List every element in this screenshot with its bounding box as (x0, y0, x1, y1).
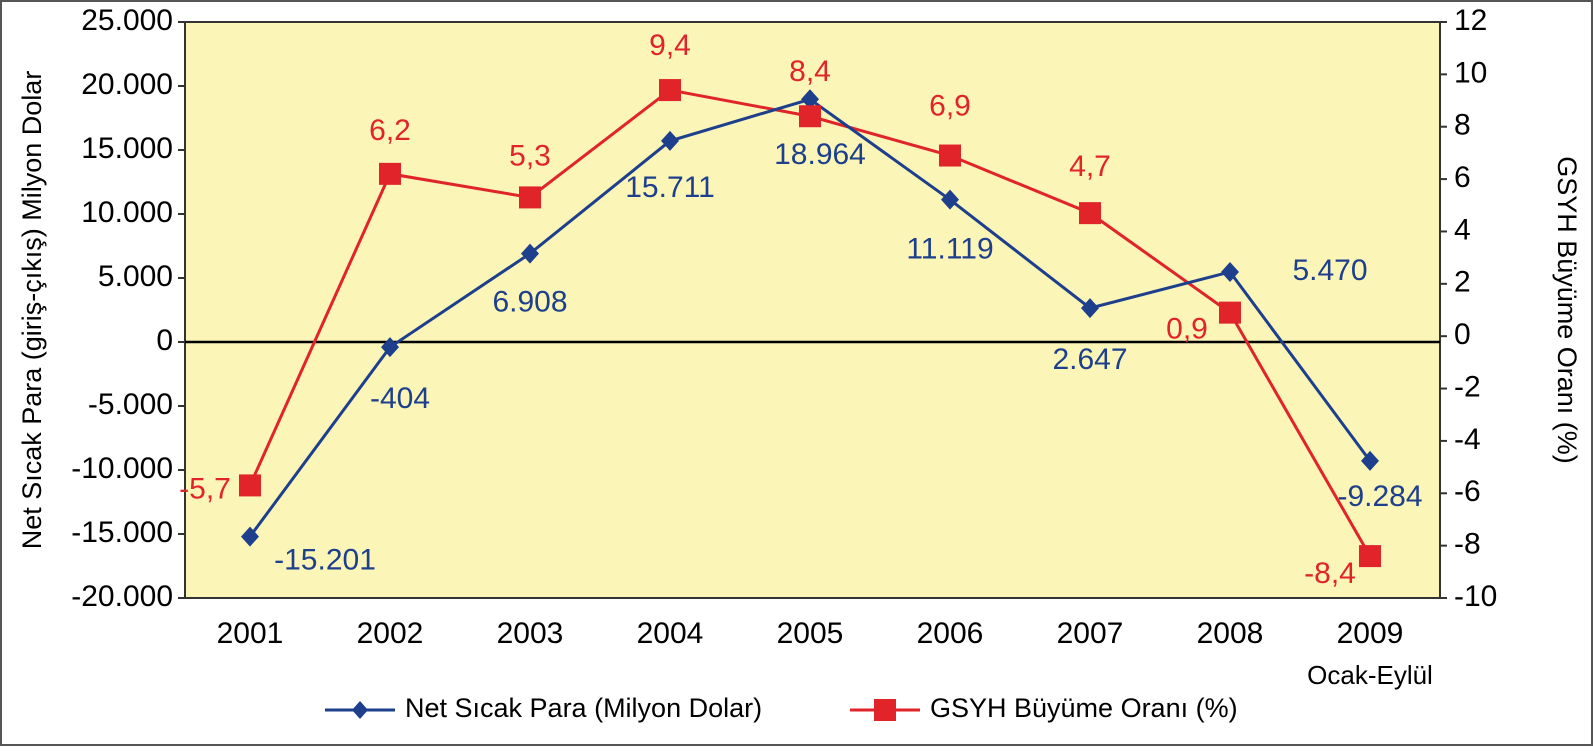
data-label: -404 (370, 382, 430, 415)
point-marker (519, 186, 541, 209)
legend-label: GSYH Büyüme Oranı (%) (930, 693, 1238, 723)
y2-tick-label: 8 (1454, 109, 1471, 142)
data-label: 6.908 (492, 285, 567, 318)
data-label: 5.470 (1292, 254, 1367, 287)
data-label: 6,2 (369, 114, 411, 147)
point-marker (661, 130, 679, 151)
x-tick-label: 2002 (357, 617, 424, 650)
point-marker (799, 105, 821, 128)
y2-tick-label: 12 (1454, 4, 1487, 37)
point-marker (241, 526, 259, 547)
y-tick-label: 10.000 (81, 196, 173, 229)
x-tick-label: 2004 (637, 617, 704, 650)
x-tick-label: 2005 (777, 617, 844, 650)
y-tick-label: 25.000 (81, 4, 173, 37)
point-marker (521, 243, 539, 264)
point-marker (379, 162, 401, 185)
point-marker (801, 89, 819, 110)
x-tick-label: 2001 (217, 617, 284, 650)
y2-tick-label: -2 (1454, 370, 1481, 403)
y-tick-label: -5.000 (88, 388, 173, 421)
data-label: 4,7 (1069, 150, 1111, 183)
data-label: -5,7 (179, 472, 231, 505)
y2-tick-label: 4 (1454, 213, 1471, 246)
data-label: 18.964 (774, 138, 866, 171)
y-tick-label: 20.000 (81, 68, 173, 101)
data-label: 6,9 (929, 89, 971, 122)
data-label: -15.201 (274, 543, 376, 576)
point-marker (1221, 261, 1239, 282)
point-marker (381, 337, 399, 358)
y2-tick-label: 0 (1454, 318, 1471, 351)
x-tick-label: 2008 (1197, 617, 1264, 650)
point-marker (941, 189, 959, 210)
point-marker (1079, 202, 1101, 225)
y-axis-label: Net Sıcak Para (giriş-çıkış) Milyon Dola… (17, 71, 47, 550)
y-tick-label: 5.000 (98, 260, 173, 293)
data-label: 2.647 (1052, 343, 1127, 376)
data-label: 11.119 (906, 233, 993, 266)
y2-axis-label: GSYH Büyüme Oranı (%) (1552, 156, 1582, 464)
x-tick-label: 2007 (1057, 617, 1124, 650)
point-marker (1219, 301, 1241, 324)
data-label: -8,4 (1304, 557, 1356, 590)
data-label: 15.711 (625, 171, 715, 204)
point-marker (659, 79, 681, 102)
data-label: -9.284 (1337, 480, 1422, 513)
y2-tick-label: 6 (1454, 161, 1471, 194)
data-label: 5,3 (509, 139, 551, 172)
point-marker (939, 144, 961, 167)
y-tick-label: 15.000 (81, 132, 173, 165)
y2-tick-label: -8 (1454, 528, 1481, 561)
y2-tick-label: 2 (1454, 266, 1471, 299)
point-marker (1361, 450, 1379, 471)
y-tick-label: -15.000 (71, 516, 173, 549)
legend-marker (874, 699, 896, 721)
data-label: 8,4 (789, 55, 831, 88)
x-tick-label: 2009 (1337, 617, 1404, 650)
y2-tick-label: -10 (1454, 580, 1497, 613)
y-tick-label: -20.000 (71, 580, 173, 613)
x-tick-label: 2006 (917, 617, 984, 650)
annotation: Ocak-Eylül (1307, 660, 1433, 690)
y-tick-label: 0 (156, 324, 173, 357)
x-tick-label: 2003 (497, 617, 564, 650)
y2-tick-label: 10 (1454, 56, 1487, 89)
data-label: 0,9 (1166, 313, 1208, 346)
legend-marker (352, 701, 368, 719)
y2-tick-label: -6 (1454, 475, 1481, 508)
y-tick-label: -10.000 (71, 452, 173, 485)
data-label: 9,4 (649, 29, 691, 62)
point-marker (239, 474, 261, 497)
point-marker (1359, 545, 1381, 568)
y2-tick-label: -4 (1454, 423, 1481, 456)
legend-label: Net Sıcak Para (Milyon Dolar) (405, 693, 762, 723)
point-marker (1081, 298, 1099, 319)
